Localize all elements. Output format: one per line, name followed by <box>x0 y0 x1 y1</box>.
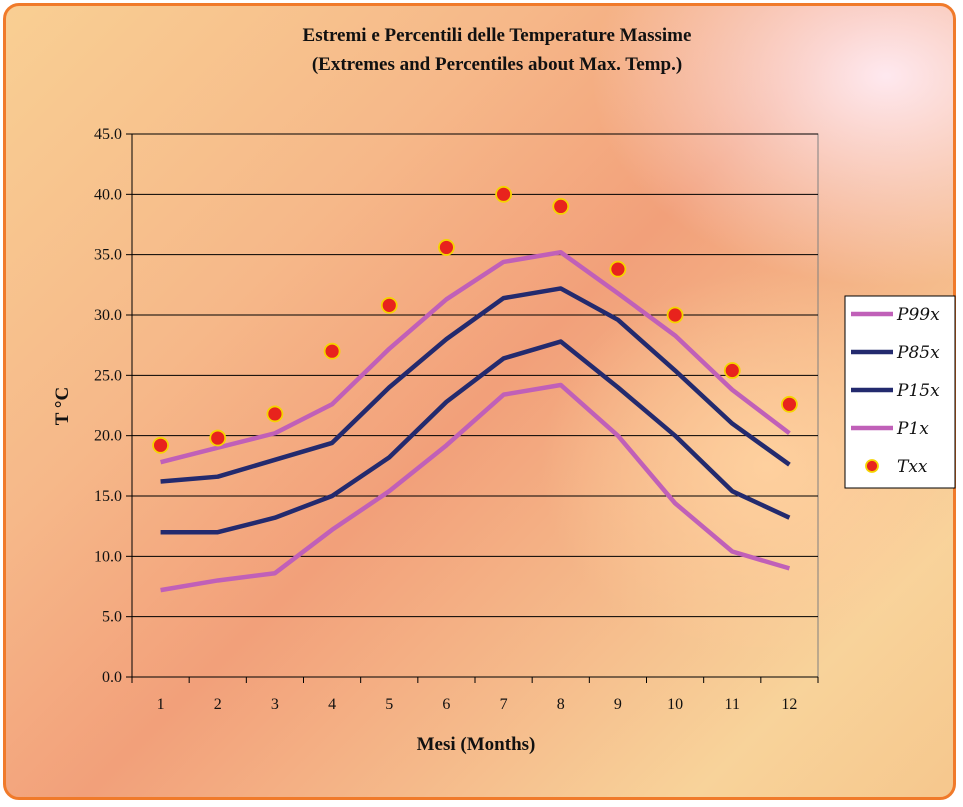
x-tick-label: 8 <box>557 696 565 713</box>
legend-label-p15x: P15x <box>896 381 940 401</box>
txx-point <box>323 342 341 360</box>
x-tick-label: 6 <box>442 696 450 713</box>
txx-point <box>209 429 227 447</box>
legend: P99x P85x P15x P1x Txx <box>851 305 940 477</box>
x-tick-label: 11 <box>725 696 740 713</box>
y-tick-label: 40.0 <box>94 186 122 203</box>
txx-point <box>380 296 398 314</box>
x-tick-label: 2 <box>214 696 222 713</box>
y-tick-label: 10.0 <box>94 548 122 565</box>
gridlines <box>132 133 818 618</box>
y-axis-title: T °C <box>52 387 73 425</box>
y-tick-label: 15.0 <box>94 488 122 505</box>
txx-point <box>723 362 741 379</box>
x-tick-label: 5 <box>385 696 393 713</box>
y-tick-label: 20.0 <box>94 428 122 445</box>
x-tick-label: 3 <box>271 696 279 713</box>
series-line-p1x <box>160 382 791 593</box>
y-tick-label: 35.0 <box>94 247 122 264</box>
txx-point <box>609 260 627 278</box>
x-tick-label: 10 <box>667 696 683 713</box>
x-axis-ticks: 1 2 3 4 5 6 7 8 9 10 11 12 <box>131 676 819 713</box>
legend-label-p1x: P1x <box>896 419 929 439</box>
chart-title-line1: Estremi e Percentili delle Temperature M… <box>303 25 692 46</box>
x-tick-label: 1 <box>157 696 165 713</box>
txx-point <box>266 405 284 423</box>
txx-point <box>666 306 684 324</box>
y-tick-label: 25.0 <box>94 367 122 384</box>
txx-point <box>495 185 512 203</box>
legend-swatch-txx <box>865 459 879 473</box>
txx-point <box>781 395 798 413</box>
x-axis-title: Mesi (Months) <box>417 734 536 755</box>
x-tick-label: 4 <box>328 696 336 713</box>
series-line-p99x <box>160 250 791 465</box>
series-line-p15x <box>160 339 791 535</box>
legend-label-txx: Txx <box>897 457 928 477</box>
series-line-p85x <box>160 286 791 484</box>
x-tick-label: 9 <box>614 696 622 713</box>
y-tick-label: 45.0 <box>94 126 122 143</box>
legend-label-p85x: P85x <box>896 343 940 363</box>
x-tick-label: 7 <box>500 696 508 713</box>
y-tick-label: 30.0 <box>94 307 122 324</box>
txx-point <box>552 197 570 215</box>
x-tick-label: 12 <box>781 696 797 713</box>
y-axis-ticks: 0.0 5.0 10.0 15.0 20.0 25.0 30.0 35.0 40.0 45.0 <box>94 126 133 686</box>
chart-title-line2: (Extremes and Percentiles about Max. Tem… <box>312 54 682 75</box>
txx-point <box>152 436 169 454</box>
txx-point <box>438 239 455 256</box>
y-tick-label: 0.0 <box>102 669 122 686</box>
legend-label-p99x: P99x <box>896 305 940 325</box>
y-tick-label: 5.0 <box>102 609 122 626</box>
series-group <box>152 185 798 593</box>
